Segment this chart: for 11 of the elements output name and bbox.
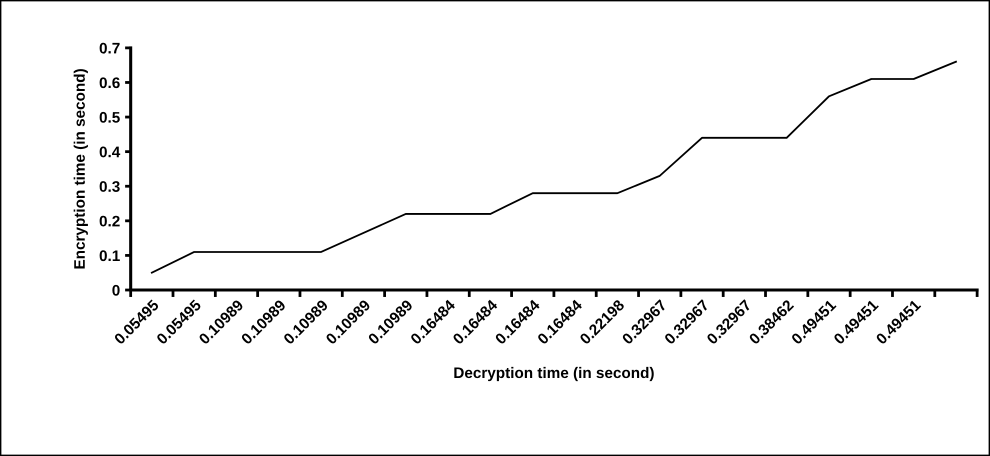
y-tick-label: 0.7 xyxy=(100,42,120,54)
y-tick-label: 0.1 xyxy=(100,250,120,262)
y-tick-label: 0 xyxy=(112,284,120,296)
y-tick-label: 0.2 xyxy=(100,216,120,227)
line-series xyxy=(150,60,957,274)
x-axis-title: Decryption time (in second) xyxy=(454,366,654,382)
y-axis-title: Encryption time (in second) xyxy=(74,69,88,269)
y-tick-label: 0.4 xyxy=(100,146,120,158)
y-tick-label: 0.5 xyxy=(100,112,120,123)
y-tick-label: 0.3 xyxy=(100,181,120,192)
y-tick-label: 0.6 xyxy=(100,77,120,88)
